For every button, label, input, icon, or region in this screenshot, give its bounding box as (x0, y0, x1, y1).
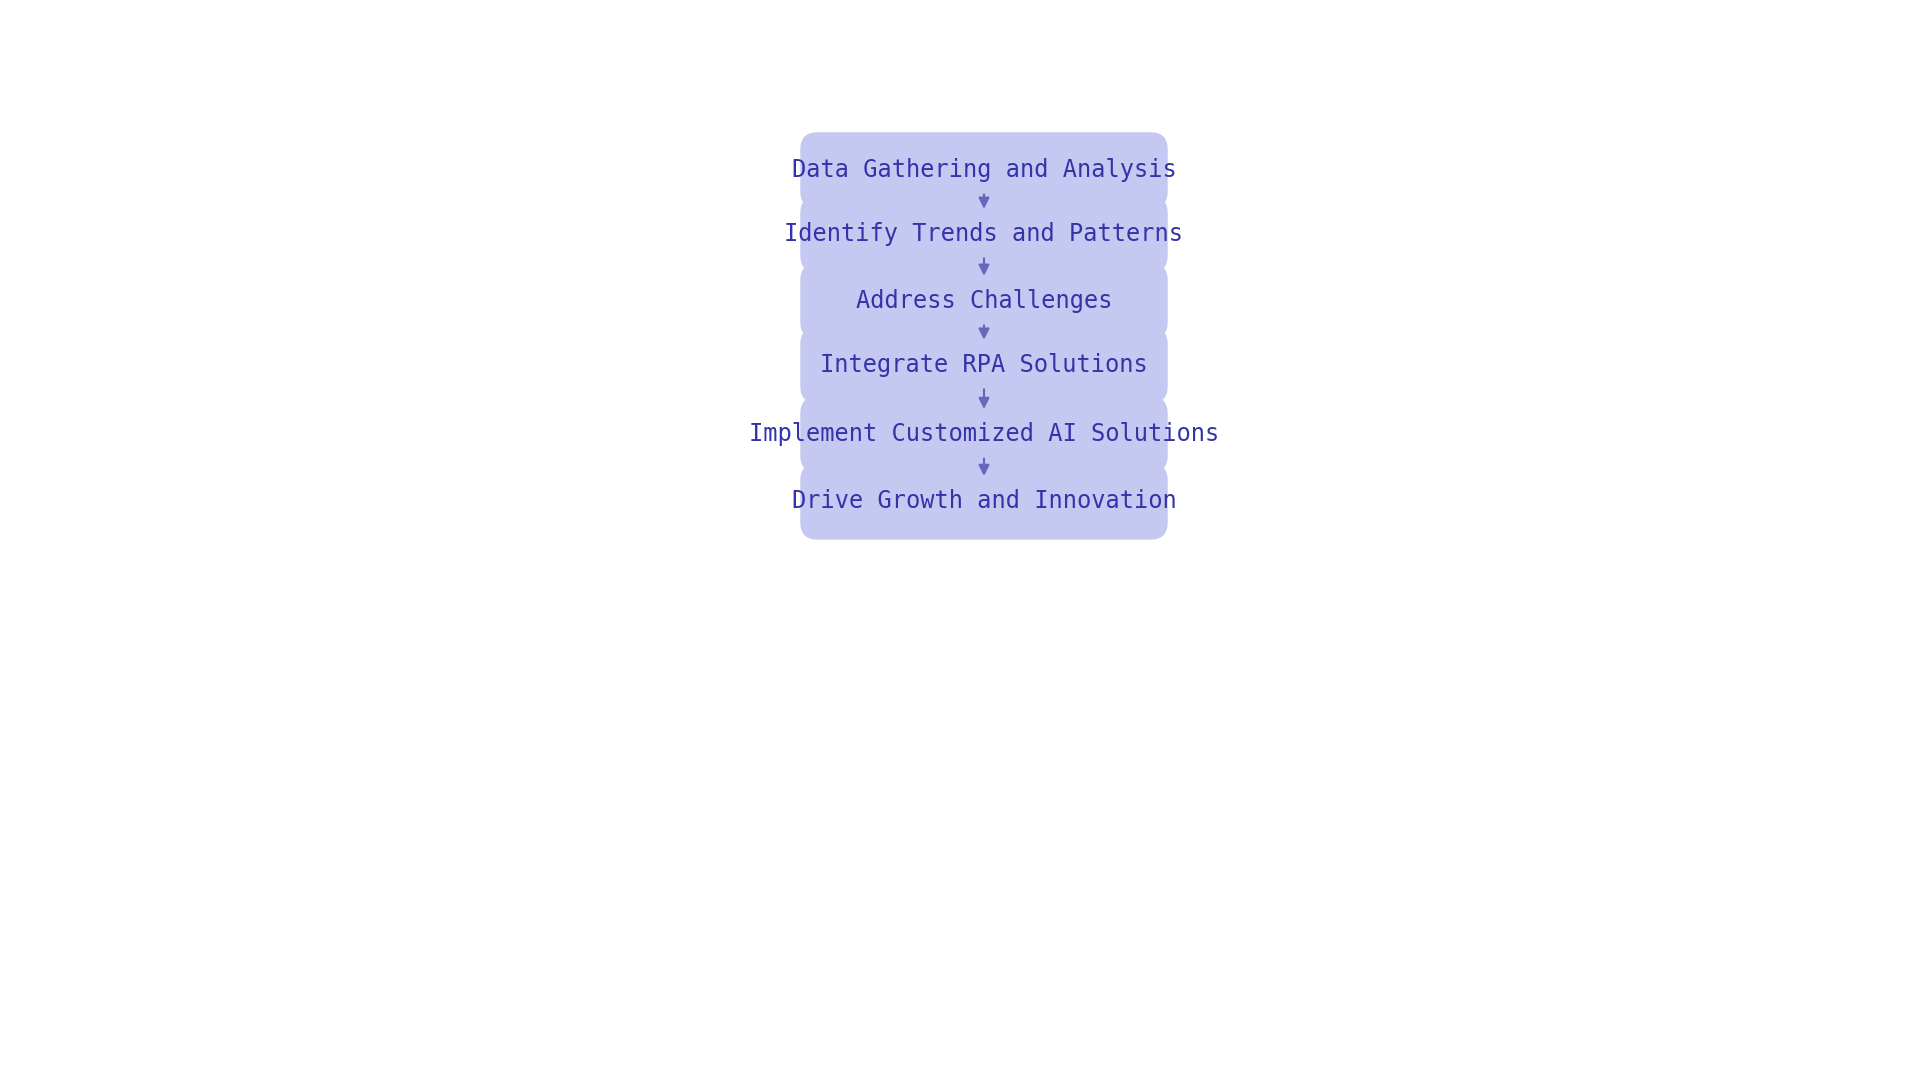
FancyBboxPatch shape (801, 396, 1167, 472)
Text: Identify Trends and Patterns: Identify Trends and Patterns (785, 222, 1183, 246)
Text: Data Gathering and Analysis: Data Gathering and Analysis (791, 158, 1177, 182)
FancyBboxPatch shape (801, 327, 1167, 403)
FancyBboxPatch shape (801, 132, 1167, 209)
Text: Address Challenges: Address Challenges (856, 289, 1112, 313)
FancyBboxPatch shape (801, 464, 1167, 539)
Text: Integrate RPA Solutions: Integrate RPA Solutions (820, 353, 1148, 377)
FancyBboxPatch shape (801, 263, 1167, 339)
Text: Drive Growth and Innovation: Drive Growth and Innovation (791, 490, 1177, 513)
Text: Implement Customized AI Solutions: Implement Customized AI Solutions (749, 422, 1219, 446)
FancyBboxPatch shape (801, 196, 1167, 273)
